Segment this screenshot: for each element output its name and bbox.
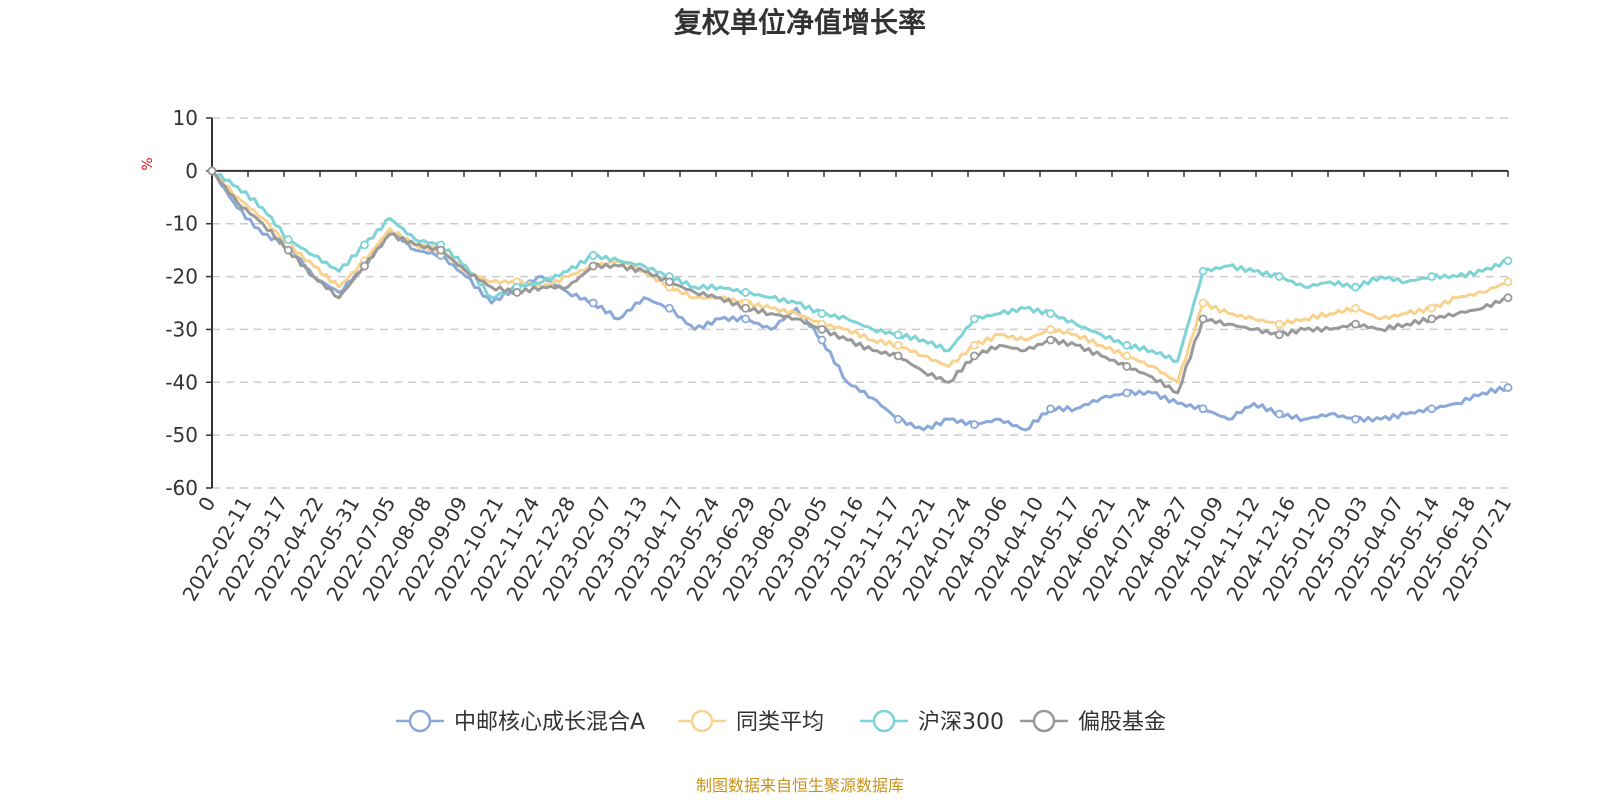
series-line-0: [210, 169, 1509, 432]
x-tick-label: 0: [193, 493, 220, 516]
data-point: [1046, 335, 1055, 345]
legend-label: 沪深300: [918, 710, 1004, 735]
data-point: [741, 288, 751, 297]
y-tick-label: -10: [165, 212, 198, 236]
legend-label: 中邮核心成长混合A: [454, 710, 645, 735]
series-line-3: [210, 169, 1509, 395]
series-lines: [207, 166, 1513, 432]
data-point: [1427, 272, 1437, 281]
data-point: [1274, 319, 1284, 329]
data-point: [1198, 314, 1208, 324]
data-point: [1122, 388, 1132, 398]
x-tick-labels: 02022-02-112022-03-172022-04-222022-05-3…: [177, 493, 1516, 606]
data-point: [969, 340, 979, 350]
data-point: [893, 351, 903, 361]
legend-item[interactable]: 同类平均: [678, 709, 824, 735]
data-point: [1503, 293, 1513, 303]
data-point: [741, 314, 751, 324]
data-point: [1198, 298, 1208, 308]
data-point: [1351, 282, 1360, 292]
data-point: [969, 351, 979, 361]
data-point: [1503, 256, 1513, 266]
y-tick-label: -60: [165, 476, 198, 500]
data-point: [1122, 351, 1132, 361]
data-point: [1198, 404, 1208, 414]
data-point: [1046, 309, 1055, 318]
data-point: [665, 303, 674, 313]
data-point: [283, 245, 293, 255]
data-point: [588, 298, 598, 308]
data-point: [1046, 325, 1055, 334]
data-point: [436, 245, 446, 255]
data-point: [1274, 272, 1284, 281]
y-axis-unit: %: [140, 157, 156, 170]
data-point: [1503, 383, 1513, 392]
y-tick-label: -30: [165, 317, 198, 341]
legend-label: 偏股基金: [1078, 710, 1166, 735]
data-point: [588, 261, 598, 271]
data-point: [1046, 404, 1055, 414]
y-tick-label: -50: [165, 423, 198, 447]
data-point: [512, 288, 522, 297]
y-tick-label: 0: [185, 159, 198, 183]
data-point: [969, 314, 979, 324]
data-point: [1427, 404, 1437, 414]
y-tick-label: 10: [173, 106, 198, 130]
series-line-1: [210, 170, 1509, 384]
data-point: [1351, 414, 1360, 424]
data-point: [893, 414, 903, 424]
legend-item[interactable]: 中邮核心成长混合A: [396, 709, 645, 735]
data-point: [360, 261, 369, 271]
data-point: [817, 325, 827, 334]
legend-item[interactable]: 偏股基金: [1020, 709, 1166, 735]
axes: [206, 117, 1509, 489]
data-point: [1427, 303, 1437, 313]
data-point: [283, 235, 293, 244]
data-point: [1122, 362, 1132, 371]
data-point: [817, 309, 827, 318]
data-point: [360, 240, 369, 250]
y-tick-labels: 10 0 -10 -20 -30 -40 -50 -60: [165, 106, 198, 500]
series-line-2: [210, 169, 1509, 363]
data-point: [1198, 266, 1208, 276]
legend-marker: [872, 709, 896, 733]
grid-lines: [212, 117, 1508, 489]
legend-marker: [408, 709, 432, 733]
data-point: [1351, 319, 1360, 329]
data-point: [665, 277, 674, 287]
data-point: [1122, 340, 1132, 350]
data-point: [1274, 330, 1284, 340]
data-point: [1351, 303, 1360, 313]
legend-label: 同类平均: [736, 710, 824, 735]
data-point: [1427, 314, 1437, 324]
data-point: [207, 166, 217, 176]
legend-marker: [1032, 709, 1056, 733]
data-point: [893, 330, 903, 340]
legend-marker: [690, 709, 714, 733]
legend-item[interactable]: 沪深300: [860, 709, 1004, 735]
source-note: 制图数据来自恒生聚源数据库: [696, 776, 904, 795]
data-point: [817, 335, 827, 345]
data-point: [588, 251, 598, 260]
data-point: [893, 340, 903, 350]
data-point: [969, 420, 979, 429]
data-point: [741, 303, 751, 313]
data-point: [1503, 277, 1513, 287]
chart-title: 复权单位净值增长率: [674, 6, 926, 39]
y-tick-label: -20: [165, 265, 198, 289]
legend[interactable]: 中邮核心成长混合A 同类平均 沪深300 偏股基金: [396, 709, 1166, 735]
data-point: [1274, 409, 1284, 419]
y-tick-label: -40: [165, 370, 198, 394]
